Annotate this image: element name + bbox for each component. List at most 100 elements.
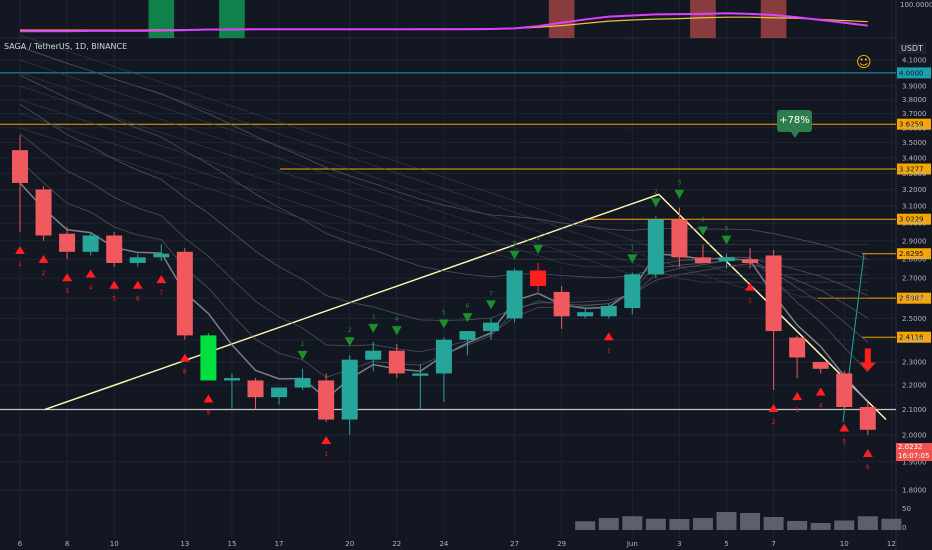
- buy-signal-count: 7: [159, 290, 163, 297]
- ticker-label: SAGA / TetherUS, 1D, BINANCE: [4, 42, 128, 51]
- time-tick-label: 3: [677, 540, 681, 548]
- gain-callout: +78%: [777, 110, 812, 138]
- price-tick-label: 3.6000: [902, 124, 927, 132]
- candle-body: [812, 361, 829, 369]
- time-tick-label: 7: [771, 540, 775, 548]
- sell-signal-triangle: [721, 235, 732, 245]
- sell-signal-count: 7: [489, 290, 493, 297]
- smiley-icon[interactable]: ☺: [856, 53, 872, 71]
- candlestick-series: [12, 135, 876, 435]
- long-term-average-line: [19, 72, 868, 275]
- buy-signal-count: 4: [89, 284, 93, 291]
- sell-signal-triangle: [697, 226, 708, 236]
- rising-trendline: [44, 193, 660, 411]
- sell-signal-triangle: [297, 350, 308, 360]
- price-level-box: [897, 163, 931, 175]
- volume-pane: 50 0: [575, 505, 911, 532]
- volume-bar: [598, 518, 619, 530]
- price-tick-label: 4.1000: [902, 57, 927, 65]
- buy-signal-count: 2: [772, 419, 776, 426]
- price-axis: 4.1000 3.9000 3.8000 3.7000 3.6000 3.5000 3.40…: [902, 57, 927, 495]
- time-tick-label: 17: [275, 540, 284, 548]
- price-level-label: 3.6259: [899, 121, 924, 129]
- candle-body: [694, 257, 711, 263]
- buy-signal-triangle: [179, 353, 190, 362]
- sell-signal-triangle: [674, 189, 685, 199]
- buy-signal-triangle: [156, 275, 167, 284]
- price-tick-label: 2.9000: [902, 237, 927, 245]
- time-tick-label: 6: [18, 540, 23, 548]
- buy-signal-triangle: [203, 394, 214, 403]
- buy-signal-count: 6: [136, 296, 140, 303]
- volume-bar: [857, 516, 878, 530]
- price-level-box: [897, 213, 931, 225]
- sell-signal-triangle: [486, 300, 496, 310]
- candle-body: [624, 274, 641, 309]
- buy-signal-count: 8: [183, 369, 187, 376]
- volume-bar: [645, 518, 666, 530]
- price-level-label: 2.8295: [899, 250, 924, 258]
- buy-signal-triangle: [62, 273, 73, 282]
- moving-average-line: [19, 46, 868, 260]
- buy-signal-count: 5: [842, 438, 846, 445]
- candle-body: [82, 235, 99, 252]
- sell-signal-count: 5: [442, 310, 446, 317]
- oscillator-tick-label: 100.0000: [900, 1, 932, 9]
- time-tick-label: 13: [180, 540, 189, 548]
- oscillator-highlight-bar: [690, 0, 716, 38]
- buy-signal-triangle: [132, 280, 143, 289]
- candle-body: [59, 233, 76, 252]
- time-tick-label: 8: [65, 540, 69, 548]
- candle-body: [153, 253, 170, 258]
- price-tick-label: 2.6000: [902, 294, 927, 302]
- price-tick-label: 1.9000: [902, 458, 927, 466]
- time-tick-label: 29: [557, 540, 566, 548]
- oscillator-main-line: [20, 12, 868, 33]
- sell-signal-count: 6: [466, 303, 470, 310]
- price-tick-label: 3.4000: [902, 154, 927, 162]
- buy-signal-triangle: [792, 392, 803, 401]
- candle-body: [341, 359, 358, 420]
- candle-body: [553, 291, 570, 317]
- buy-signal-triangle: [839, 423, 850, 432]
- signal-markers: 1 2 3 4 5 6 7 8 9 1 1 1 2 3 4 5 6 1 2 3 4 5 6 7 8 9 1 2 3 4 5: [15, 180, 873, 471]
- candle-body: [35, 189, 52, 236]
- horizontal-levels: 4.0000 3.6259 3.3277 3.0229 2.8295 2.5987 2.41…: [0, 67, 931, 411]
- sell-signal-triangle: [650, 198, 661, 208]
- candle-body: [506, 270, 523, 319]
- sell-signal-count: 5: [725, 226, 729, 233]
- price-tick-label: 3.1000: [902, 203, 927, 211]
- volume-bar: [692, 518, 713, 530]
- time-tick-label: Jun: [626, 540, 638, 548]
- time-tick-label: 12: [887, 540, 896, 548]
- volume-bar: [669, 519, 690, 530]
- long-term-average-line: [19, 34, 868, 299]
- chart-grid: [0, 0, 897, 550]
- buy-signal-triangle: [768, 403, 779, 412]
- sell-signal-triangle: [344, 337, 355, 347]
- oscillator-highlight-bar: [219, 0, 245, 38]
- buy-signal-triangle: [603, 332, 614, 341]
- buy-signal-triangle: [38, 254, 49, 263]
- candle-body: [223, 378, 240, 381]
- candle-body: [765, 255, 782, 332]
- buy-signal-count: 1: [18, 261, 22, 268]
- buy-signal-count: 1: [748, 298, 752, 305]
- candle-body: [294, 378, 311, 388]
- sell-signal-triangle: [533, 244, 544, 254]
- sell-signal-triangle: [391, 326, 402, 336]
- buy-signal-triangle: [15, 245, 25, 254]
- buy-signal-count: 4: [819, 402, 823, 409]
- buy-signal-triangle: [745, 282, 756, 291]
- volume-bar: [622, 516, 643, 530]
- price-tick-label: 2.5000: [902, 315, 927, 323]
- quote-currency-badge[interactable]: USDT: [898, 43, 926, 54]
- volume-bar: [810, 523, 831, 530]
- time-tick-label: 10: [110, 540, 119, 548]
- sell-signal-triangle: [368, 323, 379, 333]
- candle-body: [718, 257, 735, 262]
- price-tick-label: 3.7000: [902, 110, 927, 118]
- last-price-value: 2.0232: [898, 443, 923, 451]
- sell-signal-count: 3: [371, 314, 375, 321]
